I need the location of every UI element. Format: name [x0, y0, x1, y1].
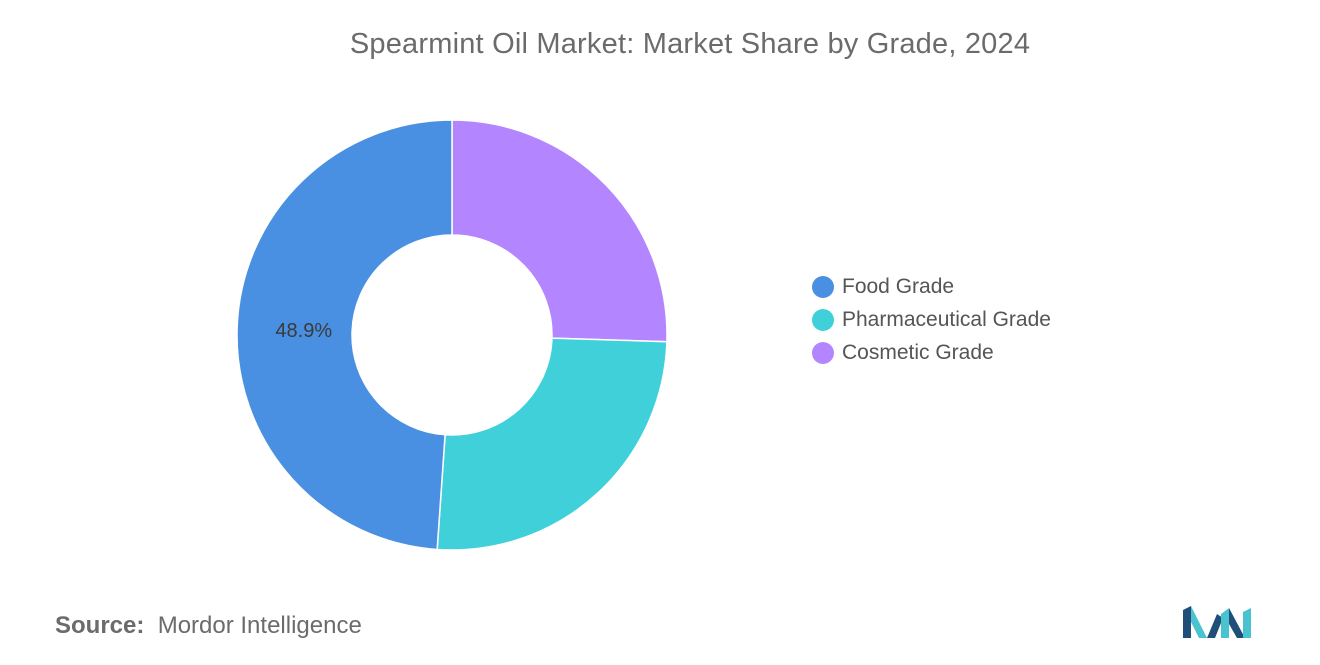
source-value: Mordor Intelligence — [157, 612, 362, 639]
legend-swatch-cosmetic-grade — [812, 341, 834, 364]
legend-label-pharmaceutical-grade: Pharmaceutical Grade — [842, 307, 1051, 331]
source-key: Source: — [55, 612, 145, 639]
chart-title: Spearmint Oil Market: Market Share by Gr… — [349, 28, 1031, 60]
legend-item-pharmaceutical-grade: Pharmaceutical Grade — [812, 303, 1051, 336]
legend-label-food-grade: Food Grade — [842, 274, 955, 298]
donut-slices — [236, 119, 668, 551]
legend-item-food-grade: Food Grade — [812, 270, 1051, 303]
mordor-intelligence-logo-icon — [1183, 604, 1251, 645]
legend-label-cosmetic-grade: Cosmetic Grade — [842, 340, 994, 364]
source-note: Source: Mordor Intelligence — [55, 612, 362, 640]
slice-food-grade — [236, 119, 453, 551]
legend-swatch-food-grade — [812, 275, 834, 298]
donut-data-labels: 48.9% — [275, 320, 332, 342]
data-label-food-grade: 48.9% — [275, 320, 332, 342]
slice-pharmaceutical-grade — [436, 337, 668, 551]
legend-item-cosmetic-grade: Cosmetic Grade — [812, 336, 1051, 369]
legend-swatch-pharmaceutical-grade — [812, 308, 834, 331]
slice-cosmetic-grade — [451, 119, 668, 343]
chart-legend: Food Grade Pharmaceutical Grade Cosmetic G… — [812, 270, 1051, 369]
